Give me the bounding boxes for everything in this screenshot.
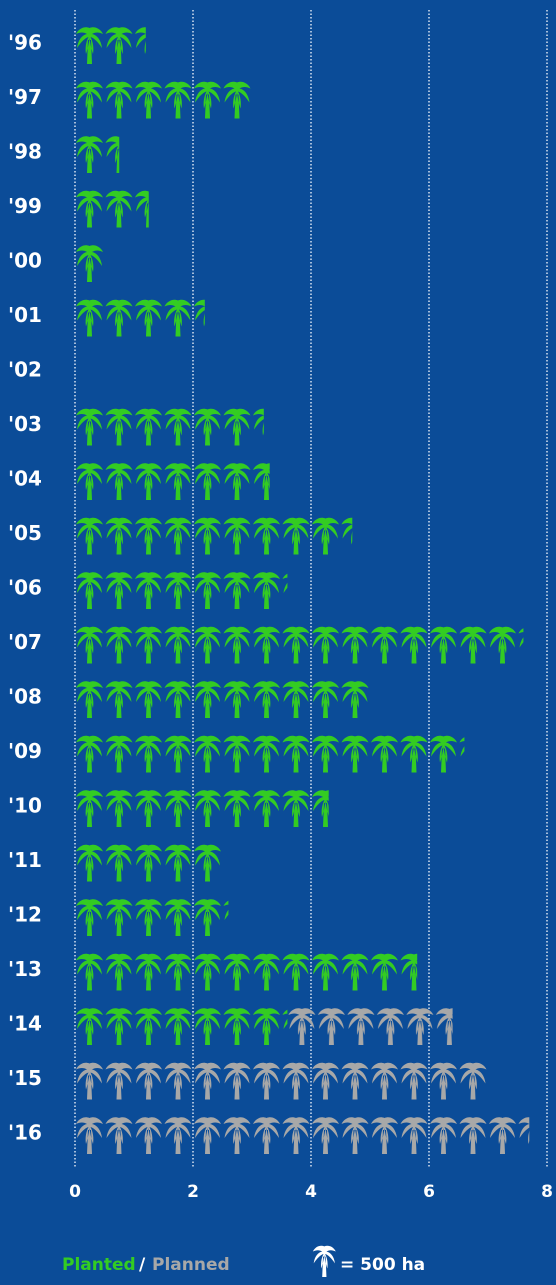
category-label: '99	[8, 194, 42, 218]
pictogram-bar	[75, 787, 329, 827]
category-label: '05	[8, 521, 42, 545]
pictogram-bar	[75, 296, 205, 337]
pictogram-bar	[75, 841, 223, 882]
pictogram-bar	[75, 133, 120, 173]
category-label: '07	[8, 630, 42, 654]
pictogram-bar	[75, 732, 465, 773]
category-label: '11	[8, 848, 42, 872]
pictogram-bar	[75, 678, 370, 718]
category-label: '98	[8, 140, 42, 164]
pictogram-bar	[287, 1005, 453, 1045]
legend-note: = 500 ha	[340, 1255, 425, 1275]
legend: Planted / Planned = 500 ha	[62, 1245, 425, 1277]
category-label: '97	[8, 85, 42, 109]
x-tick-label: 4	[305, 1182, 317, 1202]
legend-planned: Planned	[152, 1255, 230, 1275]
category-label: '04	[8, 467, 42, 491]
pictogram-bar	[75, 1059, 488, 1100]
category-label: '15	[8, 1066, 42, 1090]
category-label: '00	[8, 249, 42, 273]
pictogram-bar	[75, 187, 149, 228]
pictogram-bar	[75, 896, 229, 936]
category-label: '10	[8, 794, 42, 818]
x-tick-label: 2	[187, 1182, 199, 1202]
category-label: '08	[8, 685, 42, 709]
category-label: '06	[8, 576, 42, 600]
legend-planted: Planted	[62, 1255, 136, 1275]
category-label: '14	[8, 1012, 42, 1036]
category-label: '96	[8, 31, 42, 55]
category-label: '09	[8, 739, 42, 763]
category-label: '13	[8, 957, 42, 981]
pictogram-bar	[75, 242, 105, 282]
pictogram-bar	[75, 405, 264, 446]
category-label: '03	[8, 412, 42, 436]
pictogram-bar	[75, 514, 353, 555]
category-label: '02	[8, 358, 42, 382]
x-tick-label: 6	[423, 1182, 435, 1202]
category-label: '12	[8, 903, 42, 927]
x-tick-label: 0	[69, 1182, 81, 1202]
category-label: '01	[8, 303, 42, 327]
pictogram-bar	[75, 623, 524, 664]
category-label: '16	[8, 1121, 42, 1145]
pictogram-bar	[75, 460, 270, 500]
legend-icon	[312, 1245, 336, 1277]
pictogram-bar	[75, 24, 146, 64]
x-tick-label: 8	[541, 1182, 553, 1202]
pictogram-bar	[75, 950, 418, 991]
pictogram-bar	[75, 569, 288, 609]
pictogram-bar	[75, 1114, 530, 1154]
pictogram-bar	[75, 78, 252, 119]
pictogram-bar	[75, 1005, 288, 1045]
legend-separator: /	[139, 1255, 146, 1275]
